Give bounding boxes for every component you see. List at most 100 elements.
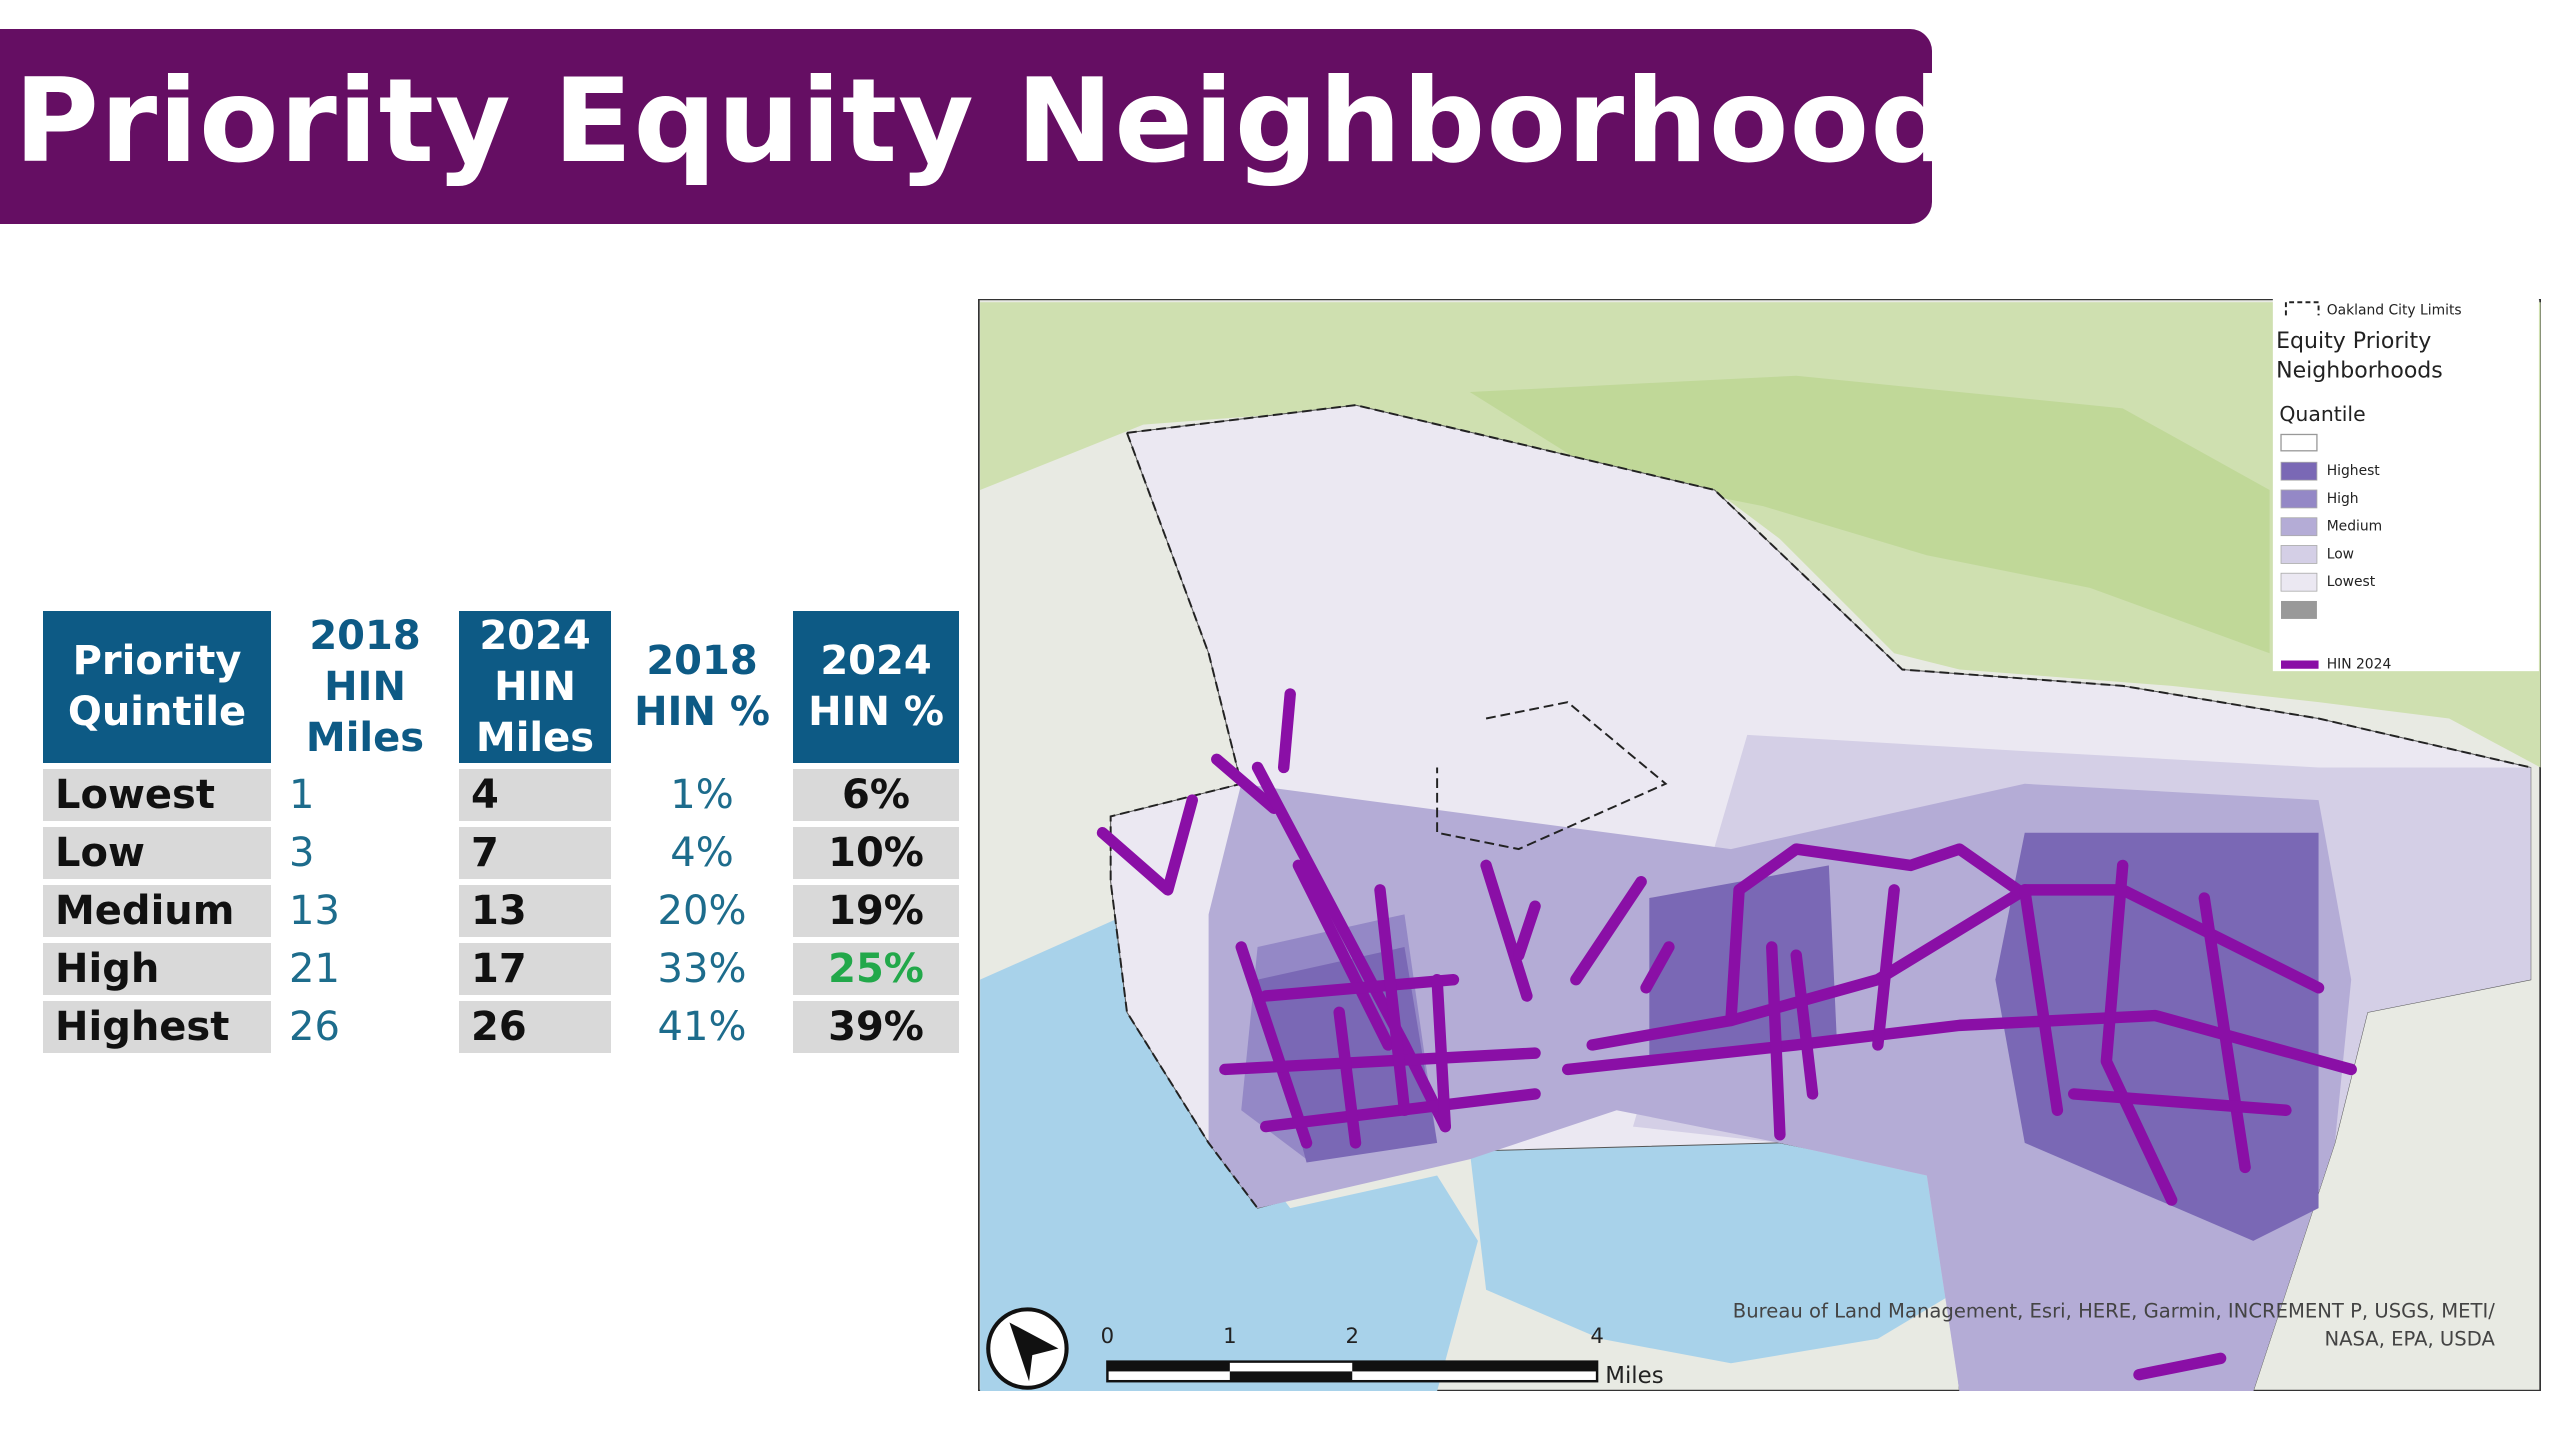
- hin-line: [1251, 761, 1451, 1133]
- legend-label: Lowest: [2327, 574, 2376, 590]
- hin-line: [1235, 941, 1313, 1149]
- header-row: Priority Quintile 2018 HIN Miles 2024 HIN …: [43, 611, 959, 764]
- hin-table: Priority Quintile 2018 HIN Miles 2024 HIN …: [37, 605, 965, 1059]
- legend-title: Equity Priority Neighborhoods: [2276, 328, 2443, 384]
- legend-swatch: [2280, 517, 2318, 537]
- legend-city-limits-symbol: [2284, 301, 2320, 316]
- hin-line: [1513, 900, 1541, 961]
- row-label: Lowest: [43, 769, 271, 822]
- hin-line: [2019, 884, 2064, 1116]
- table-cell: 6%: [793, 769, 959, 822]
- legend-label: Medium: [2327, 519, 2382, 535]
- table-cell: 10%: [793, 827, 959, 880]
- legend-swatch: [2280, 489, 2318, 509]
- scale-bar-segment: [1352, 1361, 1598, 1372]
- scale-tick-label: 2: [1345, 1324, 1359, 1349]
- slide-title: Priority Equity Neighborhoods: [14, 53, 2025, 189]
- column-header: 2018 HIN %: [617, 611, 787, 764]
- column-header: Priority Quintile: [43, 611, 271, 764]
- city-limits: [1126, 404, 2531, 769]
- legend-city-limits: Oakland City Limits: [2327, 302, 2462, 318]
- column-header: 2018 HIN Miles: [277, 611, 453, 764]
- hin-line: [1096, 794, 1198, 896]
- table-cell: 4: [459, 769, 611, 822]
- table-cell: 25%: [793, 943, 959, 996]
- hin-line: [1480, 859, 1533, 1002]
- hin-line: [1277, 688, 1296, 774]
- city-limits: [1109, 432, 1259, 1209]
- row-label: High: [43, 943, 271, 996]
- legend-swatch: [2280, 461, 2318, 481]
- scale-tick-label: 0: [1101, 1324, 1115, 1349]
- row-label: Low: [43, 827, 271, 880]
- table-cell: 26: [277, 1001, 453, 1054]
- row-label: Medium: [43, 885, 271, 938]
- legend-swatch: [2280, 433, 2318, 452]
- hin-line: [1872, 884, 1900, 1051]
- hin-line: [2133, 1352, 2227, 1381]
- attribution-box: Bureau of Land Management, Esri, HERE, G…: [1732, 1299, 2495, 1351]
- legend-label: Highest: [2327, 463, 2381, 479]
- neighborhoods-highest: [1649, 865, 1838, 1062]
- table-cell: 3: [277, 827, 453, 880]
- hin-line: [1292, 859, 1394, 1051]
- hin-line: [1260, 973, 1460, 1002]
- legend-label: Low: [2327, 546, 2354, 562]
- hin-line: [1570, 876, 1647, 986]
- hills: [980, 302, 2541, 768]
- table-row: Lowest 1 4 1% 6%: [43, 769, 959, 822]
- legend-label: High: [2327, 491, 2359, 507]
- attribution: Bureau of Land Management, Esri, HERE, G…: [1732, 1299, 2495, 1351]
- legend-box: [2272, 299, 2539, 672]
- title-bar: Priority Equity Neighborhoods: [0, 29, 2023, 224]
- table-row: Medium 13 13 20% 19%: [43, 885, 959, 938]
- hin-2024-lines: [1096, 688, 2357, 1381]
- legend-swatch: [2280, 545, 2318, 564]
- table-body: Lowest 1 4 1% 6% Low 3 7 4% 10% Medium 13 13 20% 19% Hi…: [43, 769, 959, 1054]
- legend-subtitle: Quantile: [2279, 402, 2365, 426]
- legend-hin: HIN 2024: [2327, 657, 2392, 673]
- table-cell: 4%: [617, 827, 787, 880]
- hin-line: [2100, 859, 2178, 1206]
- table-cell: 26: [459, 1001, 611, 1054]
- hin-line: [1640, 941, 1675, 994]
- hin-line: [1219, 1047, 1541, 1076]
- hin-line: [1431, 973, 1451, 1133]
- hin-line: [1211, 753, 1280, 814]
- hin-line: [2068, 1088, 2292, 1116]
- hin-line: [1374, 884, 1411, 1116]
- hin-line: [1766, 941, 1786, 1141]
- scale-unit: Miles: [1605, 1363, 1663, 1389]
- north-arrow: [1009, 1322, 1059, 1382]
- scale-bar-segment: [1107, 1361, 1230, 1372]
- table-row: Highest 26 26 41% 39%: [43, 1001, 959, 1054]
- column-header: 2024 HIN %: [793, 611, 959, 764]
- map: Oakland City Limits Equity Priority Neig…: [978, 299, 2541, 1391]
- table-cell: 7: [459, 827, 611, 880]
- scale-bar-segment: [1229, 1371, 1353, 1382]
- legend-swatch: [2281, 600, 2317, 619]
- table-cell: 1: [277, 769, 453, 822]
- legend-swatch: [2280, 572, 2318, 592]
- table-cell: 39%: [793, 1001, 959, 1054]
- column-header: 2024 HIN Miles: [459, 611, 611, 764]
- table-cell: 17: [459, 943, 611, 996]
- table-cell: 19%: [793, 885, 959, 938]
- table-cell: 33%: [617, 943, 787, 996]
- table-cell: 21: [277, 943, 453, 996]
- table-cell: 20%: [617, 885, 787, 938]
- hin-line: [2198, 892, 2251, 1174]
- hin-line: [1333, 1006, 1362, 1149]
- table-cell: 13: [277, 885, 453, 938]
- hin-line: [1586, 884, 2325, 1051]
- row-label: Highest: [43, 1001, 271, 1054]
- table-row: High 21 17 33% 25%: [43, 943, 959, 996]
- table-cell: 13: [459, 885, 611, 938]
- scale-tick-label: 1: [1223, 1324, 1237, 1349]
- table-cell: 1%: [617, 769, 787, 822]
- hin-line: [1725, 843, 2031, 1027]
- legend-items: Highest High Medium Low Lowest: [2280, 461, 2382, 592]
